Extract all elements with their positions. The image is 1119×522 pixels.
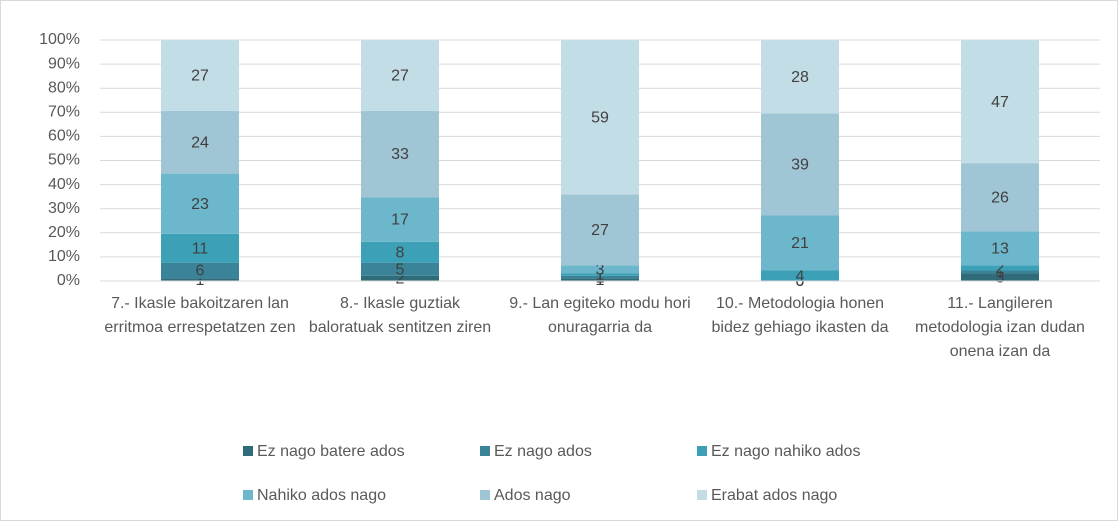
bar-segment xyxy=(161,262,239,279)
bar-segment xyxy=(161,278,239,281)
y-tick-label: 90% xyxy=(48,55,80,72)
data-label: 26 xyxy=(991,189,1009,206)
legend-label: Ez nago batere ados xyxy=(257,443,405,460)
legend-label: Ez nago nahiko ados xyxy=(711,443,860,460)
bar-segment xyxy=(561,278,639,281)
data-label: 1 xyxy=(996,264,1005,281)
x-tick-label: 11.- Langileren metodologia izan dudan o… xyxy=(915,295,1085,360)
y-tick-label: 30% xyxy=(48,200,80,217)
legend-swatch xyxy=(243,490,253,500)
bar-segment xyxy=(161,233,239,263)
x-tick-label: 8.- Ikasle guztiak baloratuak sentitzen … xyxy=(308,295,492,336)
bar-segment xyxy=(561,40,639,195)
data-label: 27 xyxy=(591,222,609,239)
x-tick-label: 9.- Lan egiteko modu hori onuragarria da xyxy=(509,295,691,336)
legend-swatch xyxy=(697,490,707,500)
data-label: 21 xyxy=(791,235,809,252)
bar-segment xyxy=(561,273,639,276)
data-label: 28 xyxy=(791,69,809,86)
legend-label: Ados nago xyxy=(494,487,571,504)
bar-segment xyxy=(361,110,439,198)
data-label: 2 xyxy=(996,260,1005,277)
data-label: 47 xyxy=(991,94,1009,111)
legend-swatch xyxy=(480,490,490,500)
bar-segment xyxy=(761,40,839,114)
y-tick-label: 80% xyxy=(48,79,80,96)
y-tick-label: 10% xyxy=(48,248,80,265)
bar-segment xyxy=(961,265,1039,271)
data-label: 3 xyxy=(996,269,1005,286)
bar-segment xyxy=(161,40,239,111)
x-tick-label: 10.- Metodologia honen bidez gehiago ika… xyxy=(711,295,889,336)
bar-segment xyxy=(361,262,439,276)
data-label: 1 xyxy=(596,272,605,289)
bar-segment xyxy=(561,265,639,274)
bar-segment xyxy=(961,270,1039,274)
data-label: 8 xyxy=(396,244,405,261)
data-label: 39 xyxy=(791,157,809,174)
bar-segment xyxy=(361,40,439,111)
data-label: 4 xyxy=(796,268,805,285)
y-tick-label: 70% xyxy=(48,104,80,121)
data-label: 0 xyxy=(796,273,805,290)
legend-swatch xyxy=(697,446,707,456)
bar-segment xyxy=(361,241,439,263)
y-tick-label: 100% xyxy=(39,31,80,48)
data-label: 1 xyxy=(196,272,205,289)
data-label: 23 xyxy=(191,196,209,213)
legend-swatch xyxy=(480,446,490,456)
legend-label: Erabat ados nago xyxy=(711,487,837,504)
y-tick-label: 40% xyxy=(48,176,80,193)
bar-segment xyxy=(161,173,239,234)
bar-segment xyxy=(761,270,839,281)
y-tick-label: 60% xyxy=(48,128,80,145)
data-label: 5 xyxy=(396,261,405,278)
data-label: 17 xyxy=(391,212,409,229)
data-label: 24 xyxy=(191,134,209,151)
x-tick-label: 7.- Ikasle bakoitzaren lan erritmoa erre… xyxy=(104,295,296,336)
legend-label: Nahiko ados nago xyxy=(257,487,386,504)
bar-segment xyxy=(561,194,639,266)
data-label: 33 xyxy=(391,146,409,163)
bar-segment xyxy=(961,163,1039,232)
data-label: 1 xyxy=(596,269,605,286)
data-label: 11 xyxy=(192,240,209,257)
data-label: 27 xyxy=(391,68,409,85)
bar-segment xyxy=(961,40,1039,164)
data-label: 13 xyxy=(991,240,1009,257)
legend-swatch xyxy=(243,446,253,456)
y-tick-label: 50% xyxy=(48,152,80,169)
data-label: 27 xyxy=(191,68,209,85)
bar-segment xyxy=(961,273,1039,281)
bar-segment xyxy=(361,197,439,242)
data-label: 6 xyxy=(196,263,205,280)
data-label: 3 xyxy=(596,261,605,278)
bar-segment xyxy=(961,231,1039,266)
y-tick-label: 0% xyxy=(57,272,80,289)
data-label: 1 xyxy=(596,267,605,284)
bar-segment xyxy=(761,215,839,271)
legend-label: Ez nago ados xyxy=(494,443,592,460)
data-label: 59 xyxy=(591,109,609,126)
bar-segment xyxy=(761,113,839,216)
data-label: 2 xyxy=(396,271,405,288)
y-tick-label: 20% xyxy=(48,224,80,241)
bar-segment xyxy=(361,275,439,281)
bar-segment xyxy=(561,275,639,279)
bar-segment xyxy=(161,110,239,174)
data-label: 0 xyxy=(796,273,805,290)
